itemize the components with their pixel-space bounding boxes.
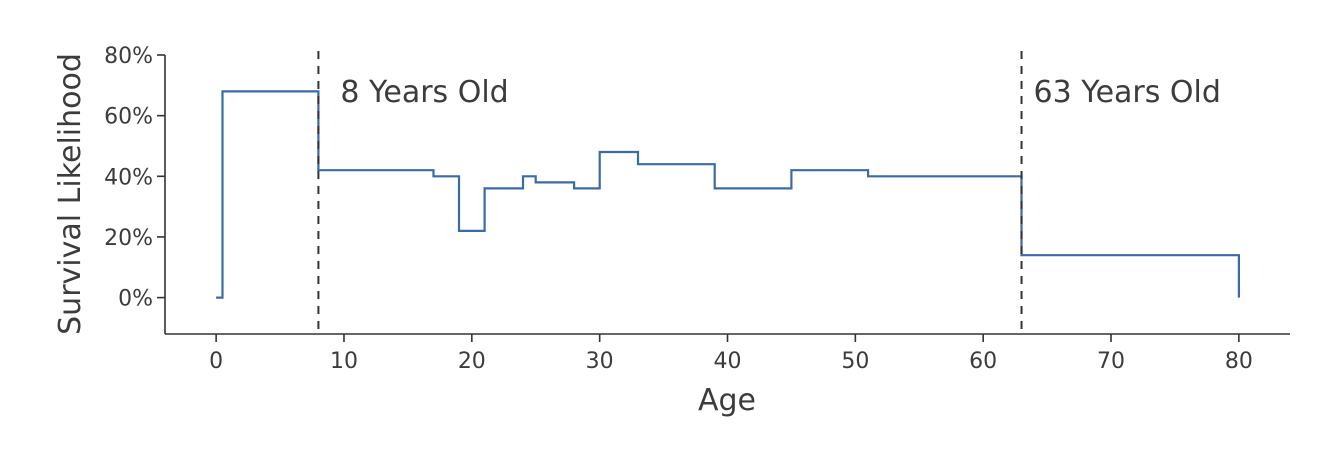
x-axis-title: Age	[698, 383, 756, 418]
annotation-label: 8 Years Old	[340, 75, 508, 110]
x-tick-label: 60	[969, 349, 997, 374]
x-tick-label: 30	[586, 349, 614, 374]
y-tick-label: 40%	[104, 165, 153, 190]
annotation-label: 63 Years Old	[1034, 75, 1221, 110]
x-tick-label: 0	[209, 349, 223, 374]
x-tick-label: 50	[841, 349, 869, 374]
y-tick-label: 0%	[118, 287, 153, 312]
x-tick-label: 70	[1097, 349, 1125, 374]
x-tick-label: 80	[1225, 349, 1253, 374]
x-tick-label: 20	[458, 349, 486, 374]
survival-step-line	[216, 90, 1240, 299]
y-tick-label: 20%	[104, 226, 153, 251]
x-tick-label: 10	[330, 349, 358, 374]
x-tick-label: 40	[714, 349, 742, 374]
y-axis-title: Survival Likelihood	[53, 53, 88, 335]
y-tick-label: 80%	[104, 44, 153, 69]
y-tick-label: 60%	[104, 105, 153, 130]
